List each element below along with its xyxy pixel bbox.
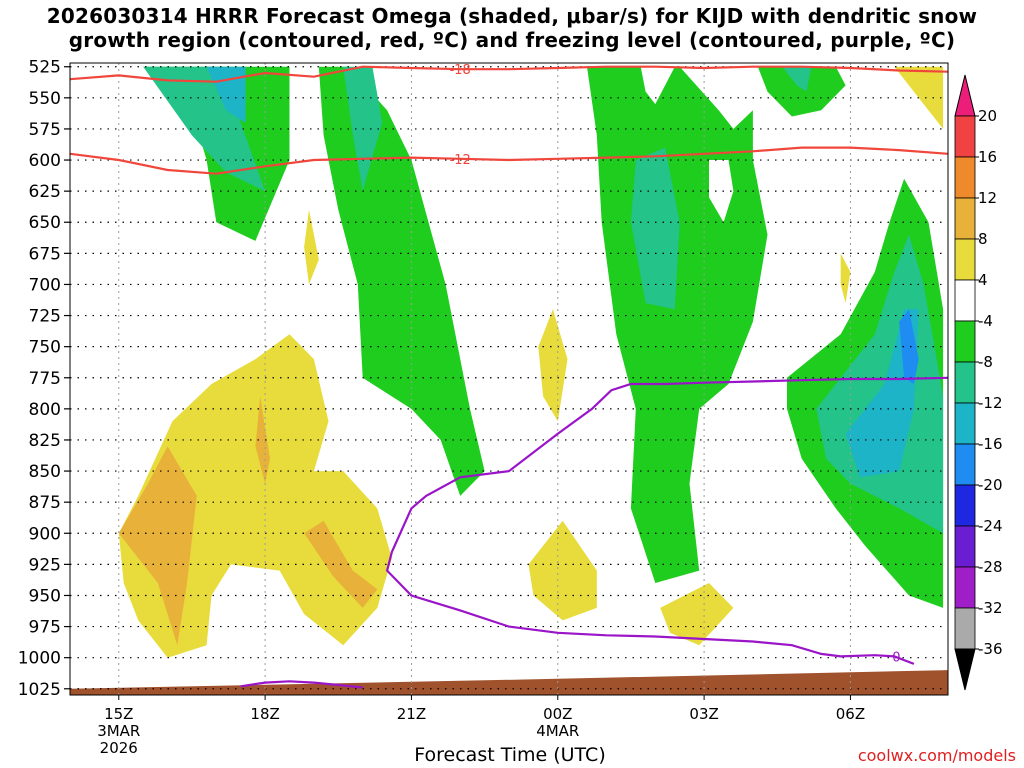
omega-region-10 <box>782 66 812 92</box>
colorbar-swatch-6 <box>954 320 976 363</box>
colorbar-swatch-8 <box>954 402 976 445</box>
colorbar-swatch-9 <box>954 443 976 486</box>
x-tick-label-00Z: 00Z <box>543 705 572 723</box>
omega-region-6 <box>630 147 680 310</box>
x-tick-sublabel-00Z: 4MAR <box>536 722 579 740</box>
y-tick-label-850: 850 <box>29 462 61 482</box>
omega-region-9 <box>757 66 846 117</box>
x-axis-label: Forecast Time (UTC) <box>414 744 606 766</box>
colorbar-bottom-triangle <box>954 648 976 691</box>
colorbar-swatch-5 <box>954 279 976 322</box>
x-tick-label-03Z: 03Z <box>689 705 718 723</box>
x-tick-label-06Z: 06Z <box>836 705 865 723</box>
colorbar-label-6: -8 <box>978 353 993 371</box>
y-tick-label-775: 775 <box>29 369 61 389</box>
purple-contour-0 <box>240 680 363 689</box>
colorbar-label-8: -16 <box>978 435 1003 453</box>
y-tick-label-575: 575 <box>29 120 61 140</box>
x-tick-label-18Z: 18Z <box>250 705 279 723</box>
omega-region-21 <box>528 520 597 621</box>
chart-title: 2026030314 HRRR Forecast Omega (shaded, … <box>0 4 1024 52</box>
omega-region-19 <box>304 209 319 285</box>
y-tick-label-650: 650 <box>29 213 61 233</box>
y-tick-label-725: 725 <box>29 307 61 327</box>
chart-title-line-2: growth region (contoured, red, ºC) and f… <box>68 28 956 52</box>
colorbar-label-13: -36 <box>978 640 1003 658</box>
y-tick-label-625: 625 <box>29 182 61 202</box>
omega-region-23 <box>840 253 851 304</box>
purple-contour-label-1: 0 <box>892 650 900 665</box>
red-contour-0 <box>70 65 948 83</box>
red-contour-1 <box>70 146 948 175</box>
x-tick-year-15Z: 2026 <box>100 739 138 757</box>
y-tick-label-525: 525 <box>29 58 61 78</box>
y-tick-label-825: 825 <box>29 431 61 451</box>
omega-region-22 <box>660 583 734 646</box>
x-tick-label-21Z: 21Z <box>397 705 426 723</box>
y-tick-label-900: 900 <box>29 524 61 544</box>
colorbar-swatch-3 <box>954 197 976 240</box>
y-tick-label-1000: 1000 <box>18 649 61 669</box>
omega-region-17 <box>255 396 270 484</box>
y-tick-label-975: 975 <box>29 618 61 638</box>
omega-region-13 <box>845 309 919 478</box>
colorbar-label-9: -20 <box>978 476 1003 494</box>
colorbar-label-1: 16 <box>978 148 997 166</box>
colorbar-swatch-11 <box>954 525 976 568</box>
colorbar-swatch-7 <box>954 361 976 404</box>
colorbar-label-2: 12 <box>978 189 997 207</box>
y-tick-label-600: 600 <box>29 151 61 171</box>
omega-region-20 <box>538 309 568 422</box>
colorbar-swatch-2 <box>954 156 976 199</box>
colorbar-swatch-10 <box>954 484 976 527</box>
colorbar-label-0: 20 <box>978 107 997 125</box>
omega-region-7 <box>640 66 675 105</box>
omega-region-8 <box>709 160 734 223</box>
terrain-fill <box>70 670 948 695</box>
colorbar-swatch-1 <box>954 115 976 158</box>
plot-frame <box>69 62 949 696</box>
colorbar-label-10: -24 <box>978 517 1003 535</box>
omega-region-5 <box>587 66 768 583</box>
colorbar-swatch-4 <box>954 238 976 281</box>
red-contour-label-0: -18 <box>450 63 471 78</box>
plot-area: -18 -12 0 <box>70 63 948 695</box>
y-tick-label-550: 550 <box>29 89 61 109</box>
credit-link[interactable]: coolwx.com/models <box>857 746 1016 765</box>
omega-region-16 <box>118 446 197 646</box>
omega-region-3 <box>318 66 485 496</box>
colorbar-label-5: -4 <box>978 312 993 330</box>
y-tick-label-950: 950 <box>29 586 61 606</box>
colorbar-top-triangle <box>954 74 976 117</box>
y-tick-label-875: 875 <box>29 493 61 513</box>
colorbar-swatch-13 <box>954 607 976 650</box>
colorbar-label-4: 4 <box>978 271 988 289</box>
red-contour-label-1: -12 <box>450 153 471 168</box>
chart-title-line-1: 2026030314 HRRR Forecast Omega (shaded, … <box>46 4 978 28</box>
x-tick-sublabel-15Z: 3MAR <box>97 722 140 740</box>
y-tick-label-1025: 1025 <box>18 680 61 700</box>
purple-contour-1 <box>385 376 948 665</box>
colorbar-label-12: -32 <box>978 599 1003 617</box>
y-tick-label-925: 925 <box>29 555 61 575</box>
colorbar-label-7: -12 <box>978 394 1003 412</box>
y-tick-label-800: 800 <box>29 400 61 420</box>
x-tick-label-15Z: 15Z <box>104 705 133 723</box>
colorbar-swatch-12 <box>954 566 976 609</box>
y-tick-label-675: 675 <box>29 244 61 264</box>
y-tick-label-750: 750 <box>29 338 61 358</box>
omega-region-14 <box>899 309 919 384</box>
colorbar-label-11: -28 <box>978 558 1003 576</box>
colorbar-label-3: 8 <box>978 230 988 248</box>
y-tick-label-700: 700 <box>29 275 61 295</box>
